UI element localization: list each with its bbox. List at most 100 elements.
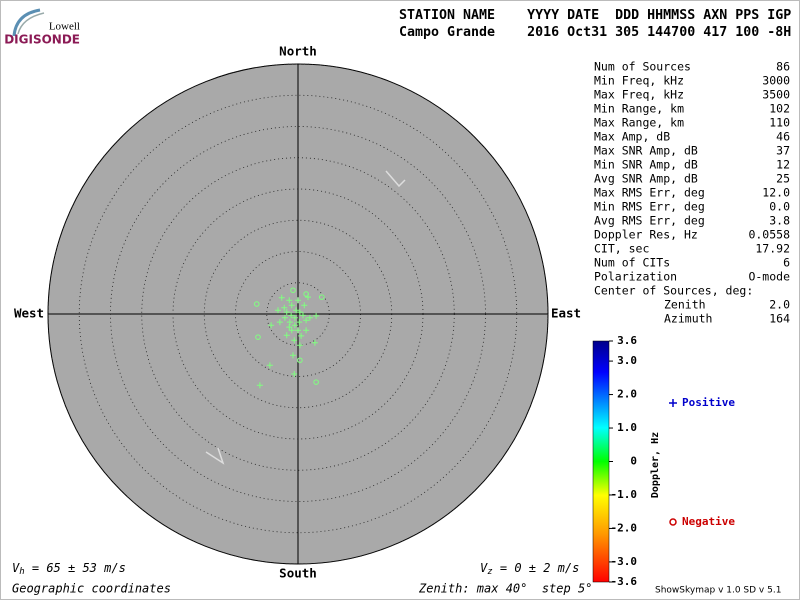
stat-value: 3.8 [769,214,790,228]
stat-label: Max Freq, kHz [594,88,684,102]
vh: Vh = 65 ± 53 m/s [12,561,126,577]
stat-label: Avg RMS Err, deg [594,214,705,228]
colorbar-label: Doppler, Hz [650,432,661,498]
source-positive [300,312,306,319]
direction-label: North [279,44,317,59]
colorbar-tick-label: 3.0 [617,354,637,367]
stat-label: Num of CITs [594,256,670,270]
stat-value: 3500 [762,88,790,102]
stat-label: Min Freq, kHz [594,74,684,88]
stat-label: Max SNR Amp, dB [594,144,698,158]
coordinate-note: Geographic coordinates [12,582,171,596]
source-positive [301,302,308,309]
source-positive [295,327,301,334]
source-positive [290,352,296,359]
source-positive [313,312,320,319]
logo-swoosh [17,12,45,35]
stat-label: Min SNR Amp, dB [594,158,698,172]
source-negative [318,294,325,300]
source-positive [286,319,293,326]
stat-value: 0.0558 [748,228,790,242]
source-positive [288,312,295,319]
source-positive [275,307,281,314]
chevron [205,447,225,465]
stat-value: O-mode [748,270,790,284]
zenith-note: Zenith: max 40° step 5° [418,582,592,596]
colorbar-tick-label: 1.0 [617,421,637,434]
source-positive [288,327,295,334]
colorbar [592,340,610,583]
source-negative [313,379,319,385]
colorbar-tick-label: -1.0 [611,488,638,501]
stat-value: 0.0 [769,200,790,214]
source-positive [276,319,283,326]
source-positive [281,304,288,311]
stat-label: Min RMS Err, deg [594,200,705,214]
source-positive [288,302,295,309]
source-positive [291,314,298,321]
stat-value: 25 [776,172,790,186]
colorbar-tick-label: 2.0 [617,388,637,401]
source-positive [293,307,300,314]
source-positive [298,332,305,339]
stat-label: Avg SNR Amp, dB [594,172,698,186]
source-negative [303,291,309,297]
stat-value: 12.0 [762,186,790,200]
source-positive [268,322,275,329]
header-line: STATION NAME YYYY DATE DDD HHMMSS AXN PP… [399,8,791,23]
direction-label: East [551,306,581,321]
logo-bottom: DIGISONDE [4,33,80,47]
logo-top: Lowell [49,21,80,33]
source-positive [303,317,310,324]
stat-value: 110 [769,116,790,130]
stat-label: Zenith [664,298,706,312]
source-positive [296,309,303,316]
colorbar-tick-label: 3.6 [617,334,637,347]
stat-value: 2.0 [769,298,790,312]
colorbar-tick-label: -2.0 [611,521,638,534]
source-positive [291,322,298,329]
logo-swoosh [12,8,41,37]
source-positive [286,297,293,304]
source-positive [283,332,290,339]
stats-title: Center of Sources, deg: [594,284,753,298]
stat-label: Polarization [594,270,677,284]
legend-label: Positive [682,396,735,409]
source-positive [306,314,313,321]
direction-label: West [14,306,44,321]
source-negative [297,357,303,364]
source-positive [311,339,318,346]
source-positive [296,319,303,326]
stat-label: Azimuth [664,312,712,326]
colorbar-tick-label: -3.0 [611,555,638,568]
stat-value: 12 [776,158,790,172]
stat-label: Num of Sources [594,60,691,74]
header-line: Campo Grande 2016 Oct31 305 144700 417 1… [399,25,791,40]
source-positive [296,342,303,349]
source-positive [256,382,263,389]
source-positive [283,309,290,316]
source-negative [253,301,260,307]
version: ShowSkymap v 1.0 SD v 5.1 [655,586,781,596]
source-negative [255,334,261,340]
chevron [385,170,406,188]
stat-value: 6 [783,256,790,270]
stat-label: Min Range, km [594,102,684,116]
source-positive [295,297,301,304]
source-positive [303,327,310,334]
stat-value: 164 [769,312,790,326]
stat-label: CIT, sec [594,242,649,256]
stat-value: 46 [776,130,790,144]
source-positive [291,371,298,377]
stat-value: 86 [776,60,790,74]
colorbar-tick-label: 0 [630,455,637,468]
stat-label: Max RMS Err, deg [594,186,705,200]
source-negative [290,287,296,294]
source-positive [278,294,285,301]
stat-label: Max Range, km [594,116,684,130]
legend-symbol [669,518,677,526]
stat-value: 102 [769,102,790,116]
source-positive [266,362,273,369]
stat-label: Max Amp, dB [594,130,670,144]
